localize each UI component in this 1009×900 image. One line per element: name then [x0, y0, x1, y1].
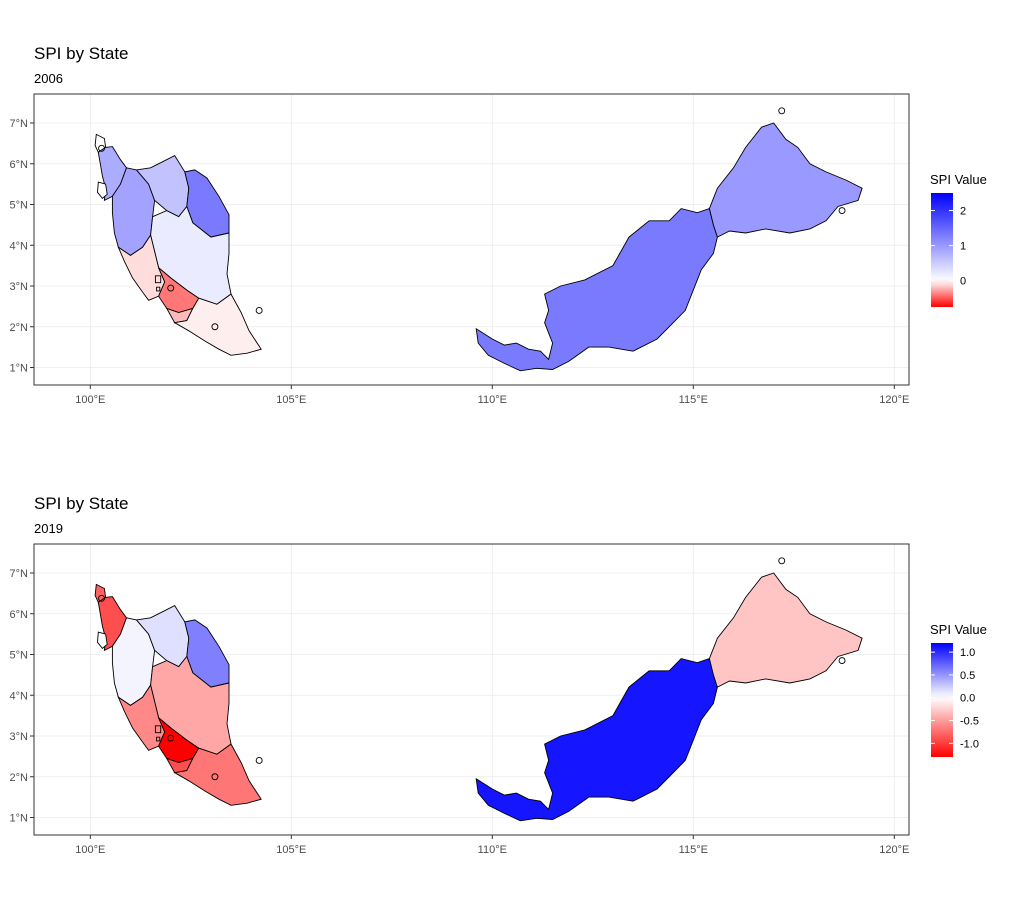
legend-tick-label: 0 [960, 276, 966, 288]
y-tick-label: 1°N [10, 813, 29, 825]
y-tick-label: 6°N [10, 609, 29, 621]
plot-border [33, 543, 910, 836]
x-tick-label: 115°E [679, 394, 708, 406]
state-putrajaya [156, 736, 161, 742]
x-tick-label: 110°E [478, 394, 507, 406]
map-plot-2006: 100°E 105°E 110°E 115°E 120°E 1°N 2°N 3°N 4°N 5°N… [10, 93, 966, 406]
island-outline [167, 284, 175, 292]
island-outline [778, 557, 786, 565]
legend-title: SPI Value [930, 622, 987, 637]
island-outline [255, 757, 263, 764]
y-tick-label: 4°N [10, 240, 29, 252]
x-tick-label: 105°E [276, 394, 306, 406]
y-tick-label: 3°N [10, 281, 29, 293]
y-tick-label: 7°N [10, 118, 29, 130]
legend-tick-label: -1.0 [960, 738, 979, 750]
legend-colorbar [931, 193, 953, 307]
x-tick-label: 115°E [679, 844, 708, 856]
x-tick-label: 110°E [478, 844, 507, 856]
map-subtitle: 2006 [34, 71, 63, 86]
state-putrajaya [156, 286, 161, 292]
y-tick-label: 2°N [10, 772, 29, 784]
map-subtitle: 2019 [34, 521, 63, 536]
map-plot-2019: 100°E 105°E 110°E 115°E 120°E 1°N 2°N 3°N 4°N 5°N… [10, 543, 979, 856]
state-penang [97, 631, 108, 650]
y-tick-label: 1°N [10, 363, 29, 375]
island-outline [98, 594, 106, 602]
x-tick-label: 120°E [879, 844, 909, 856]
y-tick-label: 4°N [10, 690, 29, 702]
island-outline [255, 307, 263, 314]
map-title: SPI by State [34, 44, 129, 63]
island-outline [98, 144, 106, 152]
y-tick-label: 7°N [10, 568, 29, 580]
x-tick-label: 100°E [75, 844, 105, 856]
state-johor [173, 293, 262, 356]
island-outline [838, 207, 846, 215]
legend-tick-label: 0.0 [960, 693, 975, 705]
legend-tick-label: 1 [960, 241, 966, 253]
state-penang [97, 181, 108, 200]
island-outline [838, 657, 846, 665]
y-tick-label: 2°N [10, 322, 29, 334]
state-sabah [708, 572, 863, 688]
y-tick-label: 6°N [10, 159, 29, 171]
x-tick-label: 105°E [276, 844, 306, 856]
legend-tick-label: -0.5 [960, 716, 979, 728]
x-tick-label: 100°E [75, 394, 105, 406]
legend-title: SPI Value [930, 172, 987, 187]
y-tick-label: 3°N [10, 731, 29, 743]
y-tick-label: 5°N [10, 650, 29, 662]
legend-tick-label: 2 [960, 206, 966, 218]
state-kl [154, 275, 162, 284]
state-johor [173, 743, 262, 806]
y-tick-label: 5°N [10, 200, 29, 212]
legend-tick-label: 0.5 [960, 670, 975, 682]
x-tick-label: 120°E [879, 394, 909, 406]
island-outline [211, 323, 219, 331]
island-outline [167, 734, 175, 742]
state-sabah [708, 122, 863, 238]
island-outline [211, 773, 219, 781]
legend-colorbar [931, 643, 953, 757]
panel-2019: SPI by State 2019 100°E 105°E 110°E 115°E 12… [0, 450, 1009, 900]
state-kl [154, 725, 162, 734]
island-outline [778, 107, 786, 115]
map-title: SPI by State [34, 494, 129, 513]
panel-2006: SPI by State 2006 100°E 105°E 110°E 115°E 12… [10, 44, 987, 406]
legend-tick-label: 1.0 [960, 647, 975, 659]
plot-border [33, 93, 910, 386]
